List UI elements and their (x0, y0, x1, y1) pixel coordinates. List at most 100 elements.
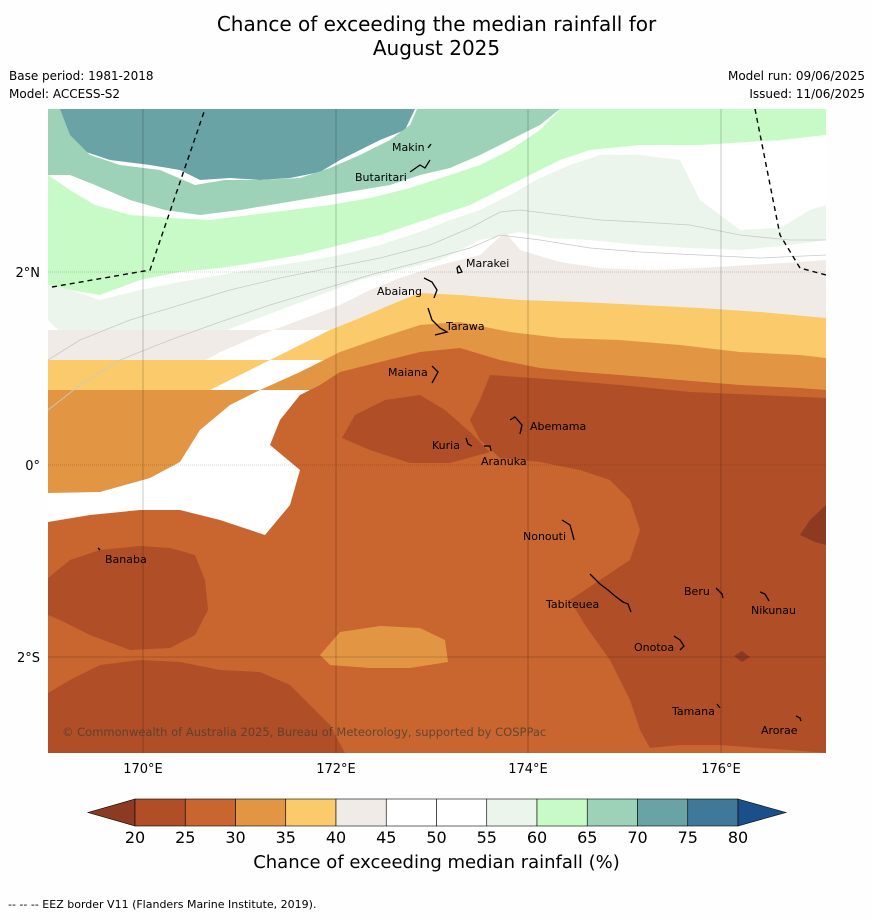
island-marakei (456, 264, 463, 274)
label-beru: Beru (684, 585, 710, 598)
lon-label-176e: 176°E (701, 762, 741, 777)
label-abaiang: Abaiang (377, 285, 422, 298)
colorbar-tick-label: 40 (326, 828, 346, 847)
colorbar-tick-label: 35 (276, 828, 296, 847)
island-tabiteuea (589, 573, 632, 613)
colorbar-bin (285, 798, 337, 827)
colorbar-tick-label: 25 (175, 828, 195, 847)
zone-30-35-patch (320, 626, 448, 668)
island-maiana (431, 365, 439, 384)
label-kuria: Kuria (432, 439, 460, 452)
lat-label-2s: 2°S (17, 651, 40, 666)
colorbar-title: Chance of exceeding median rainfall (%) (253, 852, 620, 873)
colorbar-tick-label: 65 (577, 828, 597, 847)
eez-border (51, 109, 826, 288)
colorbar-bin (335, 798, 387, 827)
colorbar-tick-label: 20 (125, 828, 145, 847)
lon-label-174e: 174°E (508, 762, 548, 777)
island-aranuka (484, 445, 492, 452)
lon-label-170e: 170°E (123, 762, 163, 777)
axis-labels: 2°N 0° 2°S 170°E 172°E 174°E 176°E (16, 266, 741, 777)
islands (97, 143, 802, 722)
label-nikunau: Nikunau (751, 604, 796, 617)
island-abemama (509, 416, 523, 435)
island-tarawa (427, 307, 449, 336)
label-abemama: Abemama (530, 420, 586, 433)
colorbar: 20 25 30 35 40 45 50 55 60 65 70 75 80 (86, 798, 788, 847)
label-tabiteuea: Tabiteuea (545, 598, 599, 611)
zone-20-25-central (342, 395, 490, 463)
island-onotoa (673, 635, 685, 651)
colorbar-tick-label: 60 (527, 828, 547, 847)
gridlines (48, 109, 826, 753)
colorbar-bin (184, 798, 236, 827)
copyright: © Commonwealth of Australia 2025, Bureau… (62, 725, 546, 739)
island-tamana (716, 703, 721, 709)
colorbar-under-arrow (86, 798, 136, 827)
colorbar-tick-label: 70 (627, 828, 647, 847)
colorbar-tick-label: 75 (678, 828, 698, 847)
base-period: Base period: 1981-2018 (9, 69, 154, 83)
contour-lines (48, 209, 826, 411)
eez-footer-note: -- -- -- EEZ border V11 (Flanders Marine… (8, 898, 317, 911)
zone-20-25-east (470, 375, 826, 753)
colorbar-tick-label: 45 (376, 828, 396, 847)
meta-right: Model run: 09/06/2025 Issued: 11/06/2025 (728, 67, 865, 103)
title-line-1: Chance of exceeding the median rainfall … (216, 12, 657, 36)
colorbar-bin (436, 798, 488, 827)
zone-20-25-south (48, 660, 345, 753)
island-banaba (97, 547, 101, 551)
label-marakei: Marakei (466, 257, 509, 270)
label-aranuka: Aranuka (481, 455, 527, 468)
colorbar-bin (134, 798, 186, 827)
island-beru (715, 587, 724, 599)
label-nonouti: Nonouti (523, 530, 566, 543)
island-arorae (795, 715, 802, 722)
island-butaritari (409, 159, 431, 173)
colorbar-over-arrow (737, 798, 788, 827)
rainfall-map: Makin Butaritari Marakei Abaiang Tarawa … (16, 109, 826, 847)
island-kuria (465, 437, 473, 447)
label-tamana: Tamana (671, 705, 715, 718)
model-run: Model run: 09/06/2025 (727, 69, 865, 83)
colorbar-tick-label: 50 (426, 828, 446, 847)
island-makin (427, 143, 432, 149)
title-line-2: August 2025 (372, 36, 501, 60)
colorbar-bin (385, 798, 437, 827)
model-name: Model: ACCESS-S2 (9, 87, 121, 101)
island-nonouti (561, 519, 575, 541)
colorbar-tick-label: 80 (728, 828, 748, 847)
zone-20-25-west (48, 546, 208, 650)
label-onotoa: Onotoa (634, 641, 674, 654)
map-title: Chance of exceeding the median rainfall … (0, 12, 873, 60)
label-maiana: Maiana (388, 366, 428, 379)
colorbar-bin (637, 798, 689, 827)
colorbar-tick-label: 30 (225, 828, 245, 847)
colorbar-bin (687, 798, 739, 827)
zone-20-25-se (800, 505, 826, 545)
zone-55-60 (48, 135, 826, 370)
colorbar-bin (486, 798, 538, 827)
lon-label-172e: 172°E (316, 762, 356, 777)
lat-label-2n: 2°N (16, 266, 41, 281)
zone-75-80 (48, 109, 826, 180)
label-tarawa: Tarawa (445, 320, 485, 333)
island-abaiang (423, 277, 438, 299)
label-butaritari: Butaritari (355, 171, 407, 184)
zone-40-45 (48, 232, 826, 453)
colorbar-bin (235, 798, 287, 827)
map-fill-layer (48, 109, 826, 753)
zone-60-65 (48, 109, 826, 295)
zone-20-25-dot (734, 651, 750, 662)
label-arorae: Arorae (761, 724, 798, 737)
place-labels: Makin Butaritari Marakei Abaiang Tarawa … (105, 141, 798, 737)
label-makin: Makin (392, 141, 425, 154)
colorbar-bin (536, 798, 588, 827)
colorbar-bin (586, 798, 638, 827)
zone-30-35 (48, 322, 826, 493)
lat-label-0: 0° (25, 459, 40, 474)
colorbar-tick-label: 55 (477, 828, 497, 847)
label-banaba: Banaba (105, 553, 147, 566)
zone-70-75 (48, 109, 560, 215)
meta-left: Base period: 1981-2018 Model: ACCESS-S2 (9, 67, 154, 103)
